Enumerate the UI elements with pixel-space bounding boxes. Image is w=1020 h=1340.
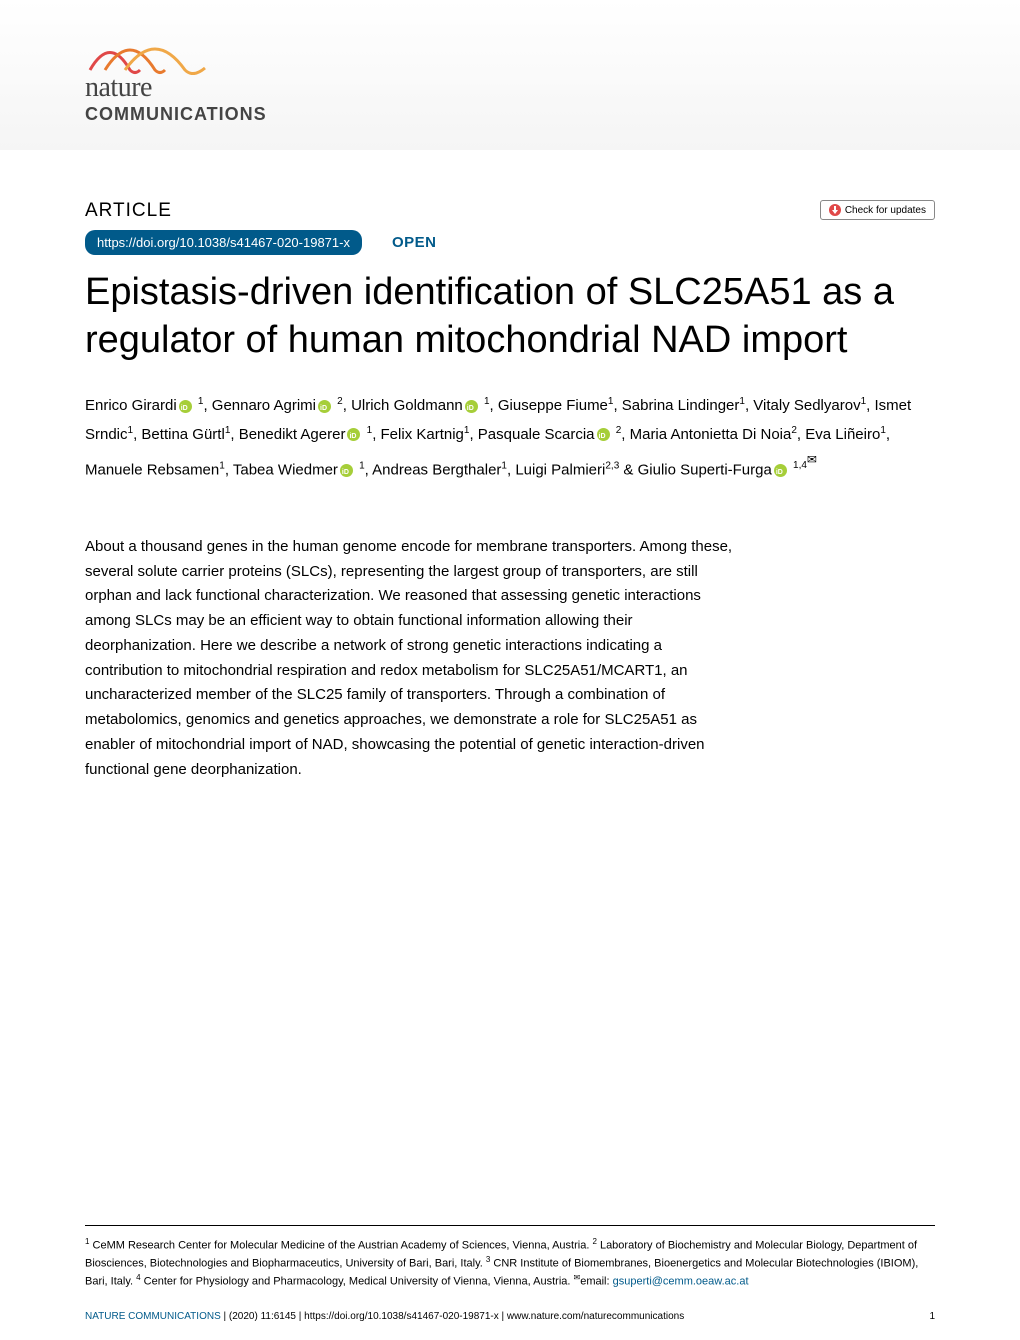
- orcid-icon[interactable]: [597, 428, 610, 441]
- logo-text-communications: COMMUNICATIONS: [85, 104, 267, 125]
- orcid-icon[interactable]: [340, 464, 353, 477]
- author-list: Enrico Girardi 1, Gennaro Agrimi 2, Ulri…: [85, 392, 935, 485]
- logo-waves-icon: [85, 30, 215, 75]
- affiliations-divider: [85, 1225, 935, 1226]
- check-updates-label: Check for updates: [845, 205, 926, 216]
- affiliations-text: 1 CeMM Research Center for Molecular Med…: [85, 1236, 935, 1290]
- orcid-icon[interactable]: [774, 464, 787, 477]
- affiliations-section: 1 CeMM Research Center for Molecular Med…: [85, 1225, 935, 1290]
- page-footer: NATURE COMMUNICATIONS | (2020) 11:6145 |…: [85, 1311, 935, 1322]
- footer-citation-text: | (2020) 11:6145 | https://doi.org/10.10…: [221, 1311, 684, 1322]
- orcid-icon[interactable]: [179, 400, 192, 413]
- article-type-label: ARTICLE: [85, 200, 935, 222]
- check-updates-button[interactable]: Check for updates: [820, 200, 935, 220]
- header-background: nature COMMUNICATIONS: [0, 0, 1020, 150]
- journal-logo: nature COMMUNICATIONS: [85, 30, 267, 125]
- mail-icon: ✉: [807, 453, 817, 467]
- doi-link[interactable]: https://doi.org/10.1038/s41467-020-19871…: [85, 230, 362, 255]
- logo-text-nature: nature: [85, 72, 267, 104]
- article-content: ARTICLE https://doi.org/10.1038/s41467-0…: [0, 150, 1020, 782]
- check-updates-icon: [829, 204, 841, 216]
- footer-journal: NATURE COMMUNICATIONS: [85, 1311, 221, 1322]
- doi-row: https://doi.org/10.1038/s41467-020-19871…: [85, 230, 935, 255]
- open-access-label: OPEN: [392, 234, 437, 251]
- abstract-text: About a thousand genes in the human geno…: [85, 535, 735, 783]
- footer-page-number: 1: [929, 1311, 935, 1322]
- article-title: Epistasis-driven identification of SLC25…: [85, 269, 935, 364]
- footer-citation: NATURE COMMUNICATIONS | (2020) 11:6145 |…: [85, 1311, 684, 1322]
- orcid-icon[interactable]: [347, 428, 360, 441]
- orcid-icon[interactable]: [465, 400, 478, 413]
- orcid-icon[interactable]: [318, 400, 331, 413]
- corresponding-email-link[interactable]: gsuperti@cemm.oeaw.ac.at: [613, 1276, 749, 1288]
